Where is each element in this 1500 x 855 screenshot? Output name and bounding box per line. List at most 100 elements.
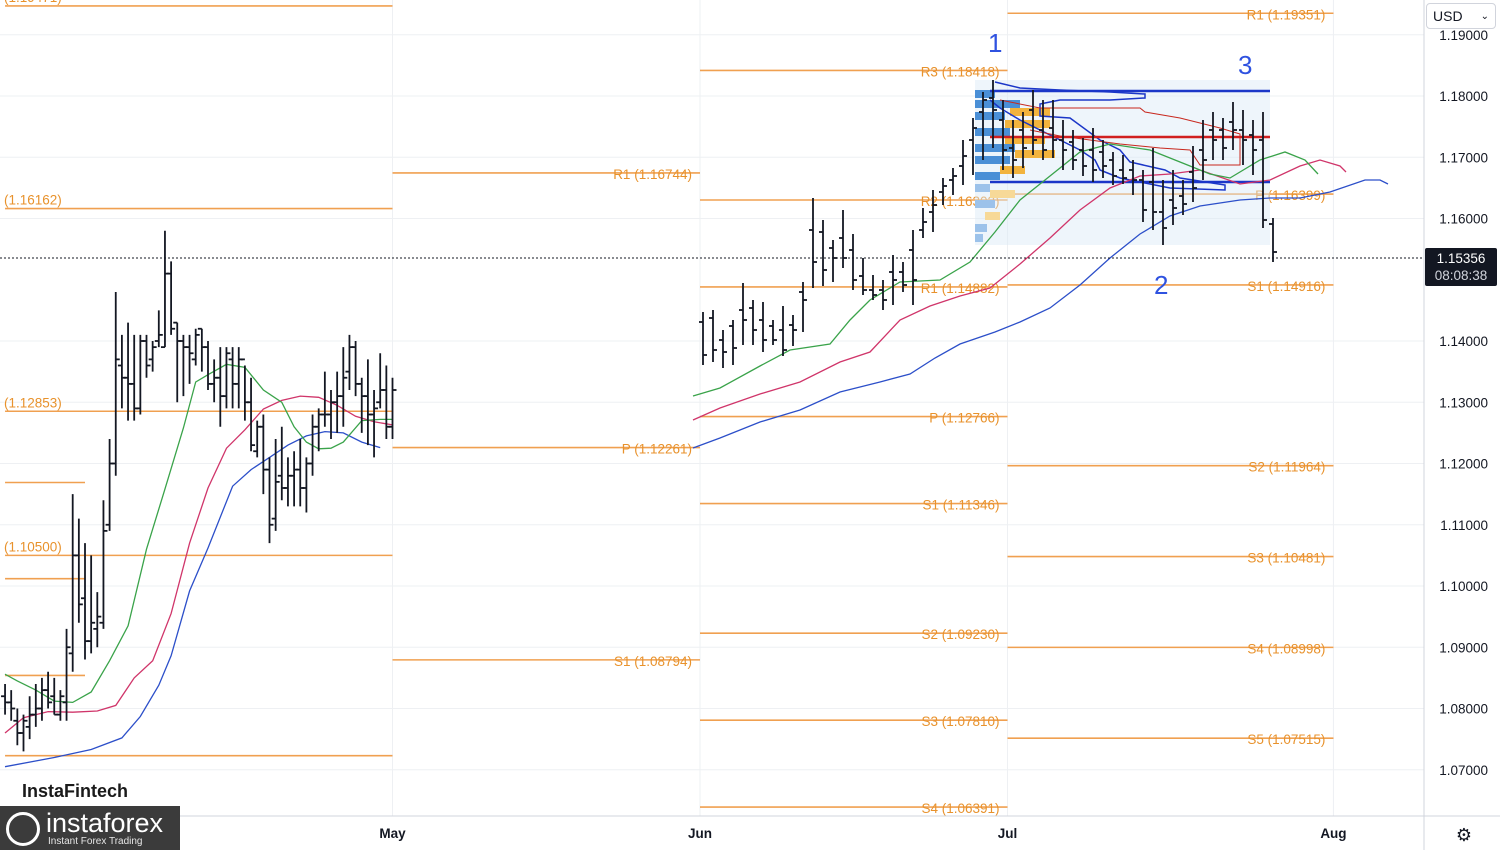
ohlc-bar: [1079, 138, 1087, 176]
volume-bar: [975, 112, 1005, 120]
ohlc-bar: [351, 341, 360, 397]
ohlc-bar: [234, 347, 243, 409]
ohlc-bar: [919, 208, 927, 238]
pivot-label: S5 (1.07515): [1247, 732, 1325, 747]
ma-green-later: [692, 143, 1319, 397]
ohlc-bar: [1169, 170, 1177, 225]
ohlc-bar: [68, 494, 77, 672]
pivot-label: S1 (1.08794): [614, 654, 692, 669]
ohlc-bar: [1239, 110, 1247, 165]
volume-bar: [975, 172, 1000, 180]
ohlc-bar: [949, 168, 957, 195]
moving-averages-later: [692, 143, 1389, 449]
price-axis-label: 1.16000: [1439, 212, 1488, 227]
ohlc-bar: [105, 439, 114, 531]
pivot-label: (1.19471): [4, 0, 62, 5]
time-axis-label: Aug: [1320, 826, 1346, 841]
ohlc-bar: [819, 220, 827, 286]
ohlc-bar: [62, 628, 71, 721]
price-axis-label: 1.08000: [1439, 702, 1488, 717]
ohlc-bar: [1, 684, 10, 715]
pivot-label: S1 (1.11346): [922, 498, 999, 513]
logo-tagline: Instant Forex Trading: [48, 836, 143, 847]
ohlc-bar: [909, 230, 917, 305]
volume-bar: [975, 200, 995, 208]
ohlc-bar: [160, 230, 169, 349]
ohlc-bar: [210, 359, 219, 403]
chart-brand: InstaFintech: [14, 778, 149, 806]
bar-countdown: 08:08:38: [1434, 268, 1488, 283]
ohlc-bar: [1209, 112, 1217, 160]
volume-bar: [975, 184, 990, 192]
price-axis-label: 1.14000: [1439, 334, 1488, 349]
chevron-down-icon: ⌄: [1480, 10, 1489, 22]
ohlc-bar: [1269, 218, 1277, 262]
ohlc-bar: [809, 198, 817, 288]
wave-label-2: 2: [1154, 270, 1168, 300]
ohlc-bar: [7, 690, 16, 721]
ohlc-bar: [1019, 112, 1027, 168]
price-axis-label: 1.07000: [1439, 763, 1488, 778]
ohlc-bar: [290, 451, 299, 507]
time-axis-label: Jul: [998, 826, 1018, 841]
volume-profile-outline-red: [999, 99, 1241, 166]
ohlc-bar: [1139, 170, 1147, 222]
pivot-label: (1.10500): [4, 539, 62, 554]
price-axis[interactable]: 1.19000 1.18000 1.17000 1.16000 1.14000 1.130…: [1439, 28, 1488, 778]
ohlc-bar: [87, 555, 96, 654]
wave-label-1: 1: [988, 28, 1002, 58]
pivot-label: R1 (1.19351): [1247, 7, 1326, 22]
ohlc-bar: [699, 312, 707, 365]
time-axis-label: May: [379, 826, 406, 841]
gear-icon[interactable]: ⚙: [1455, 825, 1473, 845]
ohlc-bar: [19, 714, 28, 752]
moving-average-line: [4, 430, 381, 768]
ohlc-bar: [376, 353, 385, 409]
ohlc-bar: [259, 414, 268, 495]
pivot-label: S4 (1.06391): [921, 801, 999, 816]
ohlc-bar: [1249, 120, 1257, 175]
ohlc-bar: [271, 439, 280, 531]
ohlc-bar: [1159, 180, 1167, 245]
ohlc-bar: [247, 377, 256, 452]
ohlc-bar: [1229, 102, 1237, 150]
ohlc-bar: [56, 690, 65, 721]
ohlc-bar: [154, 310, 163, 348]
ohlc-bar: [345, 334, 354, 390]
ohlc-bar: [979, 92, 987, 160]
ohlc-bar: [1029, 90, 1037, 155]
ohlc-bar: [370, 390, 379, 458]
currency-select[interactable]: USD ⌄: [1426, 3, 1496, 29]
ohlc-bar: [185, 334, 194, 384]
time-axis-label: Jun: [688, 826, 712, 841]
ohlc-bar: [191, 328, 200, 366]
ohlc-bar: [879, 280, 887, 310]
wave-labels: 1 2 3: [988, 28, 1252, 300]
volume-bar: [975, 100, 1020, 108]
ohlc-bar: [869, 275, 877, 300]
moving-averages: [4, 363, 393, 768]
ohlc-bar: [216, 347, 225, 427]
ohlc-bar: [1009, 120, 1017, 178]
ohlc-bar: [1119, 155, 1127, 184]
volume-bar: [1010, 108, 1050, 116]
time-axis[interactable]: May Jun Jul Aug: [379, 826, 1346, 841]
ohlc-bar: [749, 300, 757, 345]
ohlc-bar: [13, 708, 22, 746]
price-axis-label: 1.17000: [1439, 150, 1488, 165]
ohlc-bar: [296, 439, 305, 507]
pivot-label: R3 (1.18418): [921, 64, 1000, 79]
ohlc-bar: [74, 518, 83, 623]
volume-bar: [985, 212, 1000, 220]
wave-label-3: 3: [1238, 50, 1252, 80]
volume-bar: [975, 90, 995, 98]
ohlc-bar: [989, 80, 997, 148]
ohlc-bar: [283, 457, 292, 507]
pivot-label: S3 (1.07810): [921, 714, 999, 729]
ohlc-bar: [173, 321, 182, 403]
price-bars: [1, 230, 397, 752]
currency-select-value: USD: [1433, 8, 1463, 24]
pivot-label: S1 (1.14916): [1247, 279, 1325, 294]
